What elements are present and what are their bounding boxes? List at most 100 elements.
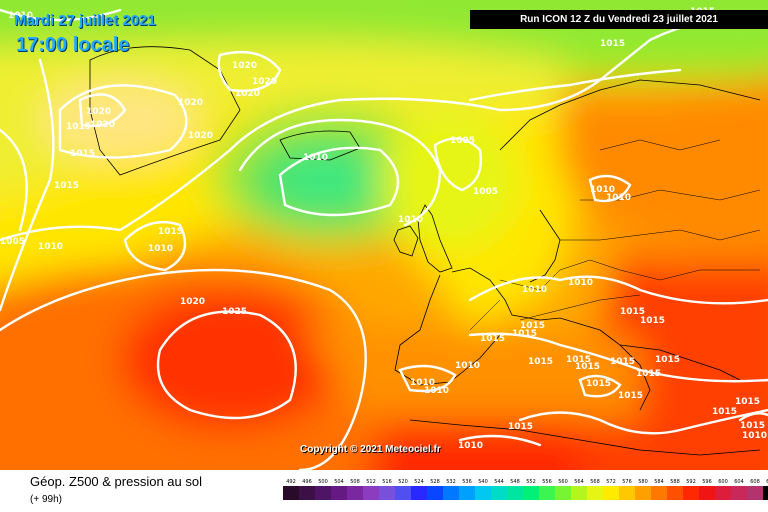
scale-cell: 584 (651, 478, 667, 500)
isobar-label: 1015 (712, 407, 737, 417)
scale-cell: 520 (395, 478, 411, 500)
isobar-label: 1015 (566, 355, 591, 365)
isobar-label: 1005 (473, 187, 498, 197)
isobar-label: 1010 (8, 11, 33, 21)
isobar-label: 1020 (90, 120, 115, 130)
isobar-label: 1015 (610, 357, 635, 367)
scale-label: 592 (686, 479, 696, 485)
scale-cell: 560 (555, 478, 571, 500)
scale-cell: 596 (699, 478, 715, 500)
scale-cell: 492 (283, 478, 299, 500)
scale-cell: 604 (731, 478, 747, 500)
isobar-label: 1015 (158, 227, 183, 237)
scale-cell: 548 (507, 478, 523, 500)
scale-cell: 504 (331, 478, 347, 500)
scale-swatch (331, 486, 347, 500)
scale-swatch (395, 486, 411, 500)
legend-title: Géop. Z500 & pression au sol (30, 474, 202, 489)
scale-label: 552 (526, 479, 536, 485)
isobar-label: 1015 (520, 321, 545, 331)
isobar-label: 1010 (410, 378, 435, 388)
scale-swatch (683, 486, 699, 500)
isobar-label: 1015 (586, 379, 611, 389)
scale-cell: 576 (619, 478, 635, 500)
scale-swatch (283, 486, 299, 500)
forecast-date: Mardi 27 juillet 2021 (14, 12, 156, 29)
scale-cell: 608 (747, 478, 763, 500)
scale-label: 504 (334, 479, 344, 485)
scale-label: 584 (654, 479, 664, 485)
scale-label: 556 (542, 479, 552, 485)
scale-label: 588 (670, 479, 680, 485)
scale-cell: 588 (667, 478, 683, 500)
scale-label: 512 (366, 479, 376, 485)
scale-swatch (763, 486, 768, 500)
scale-cell: 536 (459, 478, 475, 500)
scale-cell: 544 (491, 478, 507, 500)
scale-cell: 600 (715, 478, 731, 500)
scale-label: 500 (318, 479, 328, 485)
isobar-label: 1010 (590, 185, 615, 195)
scale-label: 564 (574, 479, 584, 485)
isobar-label: 1015 (636, 369, 661, 379)
isobar-label: 1020 (178, 98, 203, 108)
scale-swatch (715, 486, 731, 500)
weather-map: 1010 1020 1020 1020 1020 1020 1015 1020 1020 1015… (0, 0, 768, 470)
scale-swatch (651, 486, 667, 500)
scale-label: 540 (478, 479, 488, 485)
isobar-label: 1010 (568, 278, 593, 288)
scale-swatch (731, 486, 747, 500)
scale-swatch (379, 486, 395, 500)
scale-swatch (347, 486, 363, 500)
scale-label: 516 (382, 479, 392, 485)
scale-label: 576 (622, 479, 632, 485)
isobar-label: 1020 (232, 61, 257, 71)
scale-label: 580 (638, 479, 648, 485)
isobar-label: 1015 (480, 334, 505, 344)
scale-swatch (411, 486, 427, 500)
isobar-label: 1015 (528, 357, 553, 367)
isobar-label: 1010 (38, 242, 63, 252)
isobar-label: 1010 (606, 193, 631, 203)
isobar-label: 1015 (508, 422, 533, 432)
scale-swatch (587, 486, 603, 500)
scale-swatch (491, 486, 507, 500)
isobar-label: 1015 (54, 181, 79, 191)
legend-subtitle: (+ 99h) (30, 494, 62, 505)
isobar-label: 1005 (0, 237, 25, 247)
geopotential-fill (0, 0, 768, 470)
scale-swatch (699, 486, 715, 500)
scale-swatch (571, 486, 587, 500)
isobar-lines (0, 8, 768, 470)
scale-cell: 500 (315, 478, 331, 500)
scale-cell: 580 (635, 478, 651, 500)
scale-label: 568 (590, 479, 600, 485)
scale-swatch (315, 486, 331, 500)
isobar-label: 1015 (640, 316, 665, 326)
isobar-label: 1015 (618, 391, 643, 401)
scale-cell: 552 (523, 478, 539, 500)
scale-cell: 508 (347, 478, 363, 500)
scale-label: 508 (350, 479, 360, 485)
isobar-label: 1025 (222, 307, 247, 317)
scale-cell: 496 (299, 478, 315, 500)
scale-cell: 532 (443, 478, 459, 500)
scale-cell: 516 (379, 478, 395, 500)
scale-label: 492 (286, 479, 296, 485)
scale-cell: 556 (539, 478, 555, 500)
scale-label: 520 (398, 479, 408, 485)
isobar-label: 1020 (180, 297, 205, 307)
scale-label: 608 (750, 479, 760, 485)
scale-label: 536 (462, 479, 472, 485)
scale-cell: 512 (363, 478, 379, 500)
scale-swatch (475, 486, 491, 500)
isobar-label: 1020 (235, 89, 260, 99)
isobar-label: 1020 (86, 107, 111, 117)
coastlines (89, 46, 761, 456)
scale-label: 604 (734, 479, 744, 485)
isobar-label: 1015 (620, 307, 645, 317)
scale-cell: 612 (763, 478, 768, 500)
isobar-label: 1010 (455, 361, 480, 371)
scale-swatch (427, 486, 443, 500)
